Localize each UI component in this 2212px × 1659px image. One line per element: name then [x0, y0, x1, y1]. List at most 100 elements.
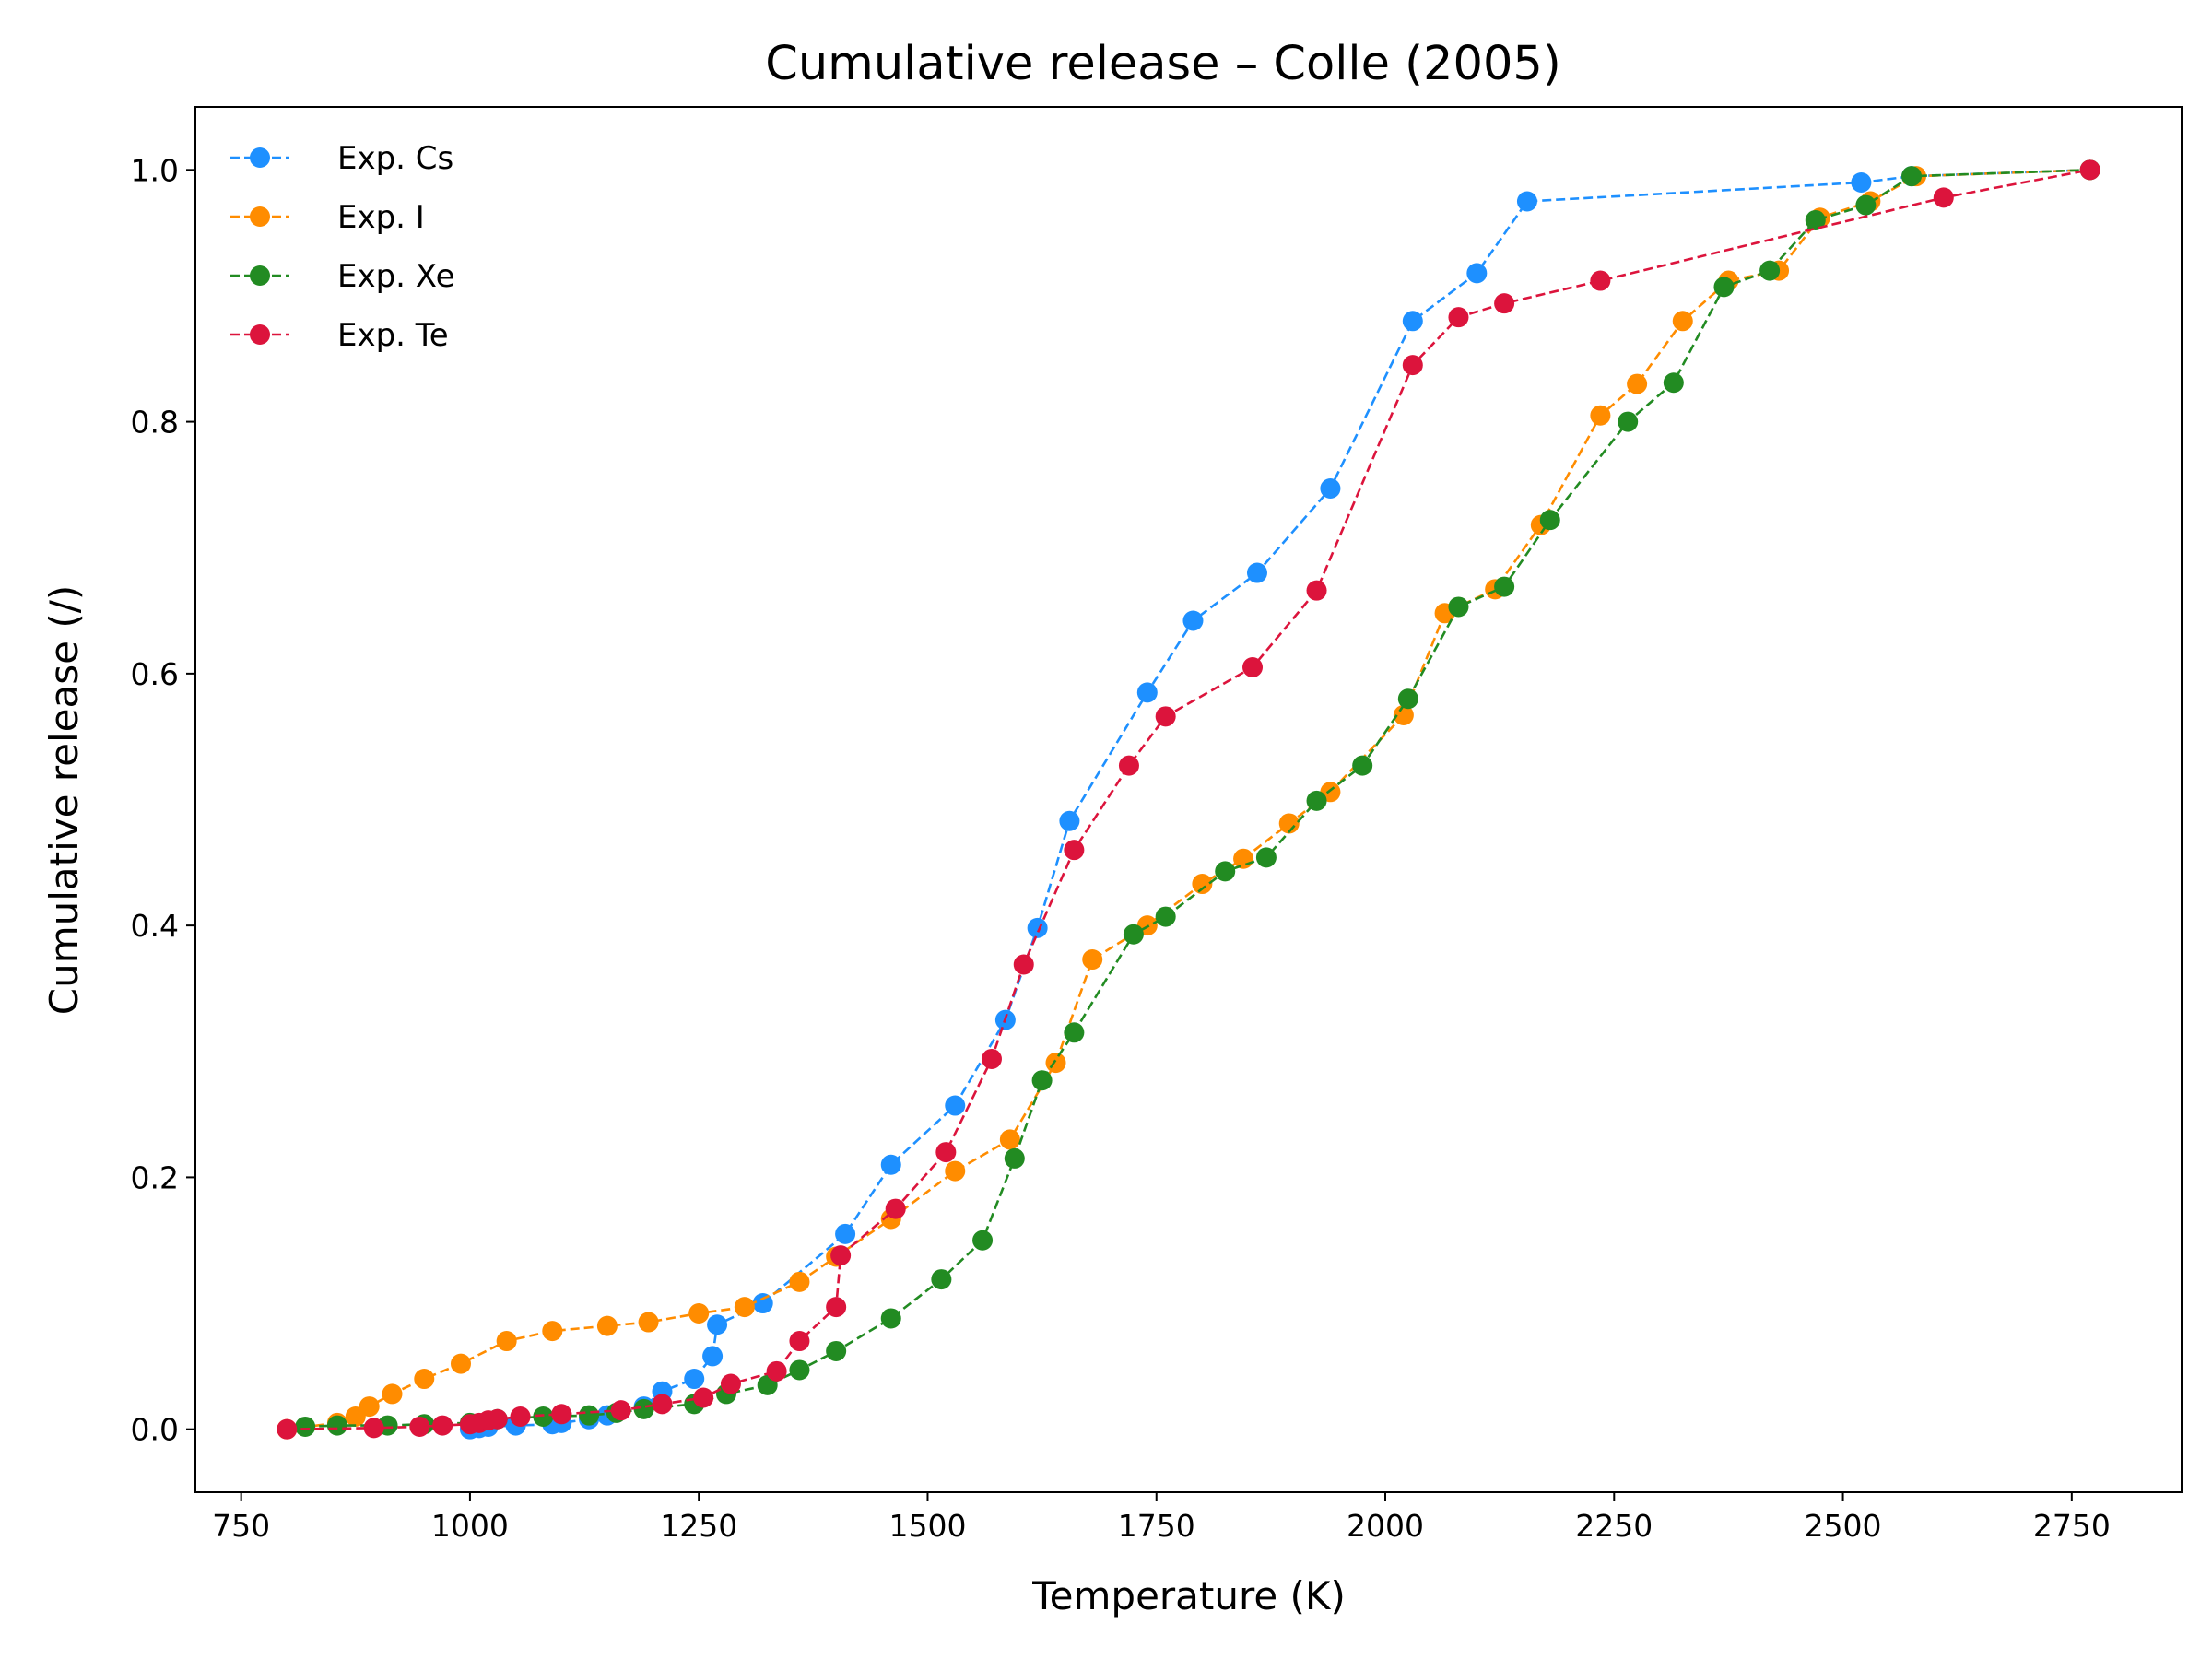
data-point	[752, 1293, 773, 1314]
legend: Exp. Cs Exp. I Exp. Xe Exp. Te	[230, 140, 454, 354]
series-layer	[276, 159, 2100, 1440]
data-point	[885, 1198, 906, 1219]
y-axis: 0.0 0.2 0.4 0.6 0.8 1.0	[131, 152, 195, 1448]
y-tick-label: 1.0	[131, 152, 179, 188]
data-point	[1059, 810, 1080, 831]
data-point	[1627, 373, 1648, 394]
data-point	[693, 1387, 714, 1408]
y-tick-label: 0.4	[131, 908, 179, 944]
data-point	[1466, 263, 1488, 284]
data-point	[2079, 159, 2100, 181]
data-point	[1539, 510, 1560, 531]
data-point	[707, 1314, 728, 1335]
x-tick-label: 1250	[660, 1508, 737, 1544]
data-point	[1397, 688, 1418, 710]
data-point	[1064, 1022, 1085, 1043]
series-exp-te	[276, 159, 2100, 1440]
data-point	[1233, 848, 1254, 869]
data-point	[734, 1297, 755, 1318]
data-point	[1901, 166, 1923, 187]
data-point	[1004, 1147, 1025, 1169]
data-point	[1713, 276, 1735, 298]
data-point	[1352, 755, 1373, 776]
data-point	[1402, 311, 1423, 332]
legend-label: Exp. I	[337, 199, 425, 236]
data-point	[1851, 171, 1872, 193]
x-tick-label: 1750	[1118, 1508, 1195, 1544]
y-tick-label: 0.6	[131, 656, 179, 692]
legend-item: Exp. I	[230, 199, 425, 236]
data-point	[720, 1373, 741, 1394]
x-tick-label: 2750	[2033, 1508, 2111, 1544]
data-point	[1064, 840, 1085, 861]
data-point	[766, 1360, 787, 1382]
data-point	[1320, 478, 1341, 500]
y-tick-label: 0.0	[131, 1412, 179, 1448]
data-point	[326, 1415, 347, 1436]
data-point	[1590, 405, 1611, 426]
data-point	[1516, 191, 1537, 212]
data-point	[688, 1302, 710, 1324]
legend-label: Exp. Cs	[337, 140, 453, 177]
x-axis: 750 1000 1250 1500 1750 2000 2250 2500 2750	[212, 1492, 2111, 1544]
x-tick-label: 2500	[1805, 1508, 1882, 1544]
x-tick-label: 750	[212, 1508, 270, 1544]
legend-marker	[250, 324, 270, 345]
data-point	[1855, 194, 1877, 216]
data-point	[414, 1369, 435, 1390]
x-tick-label: 2000	[1347, 1508, 1424, 1544]
data-point	[652, 1394, 673, 1415]
data-point	[496, 1331, 517, 1352]
plot-frame	[194, 106, 2183, 1493]
data-point	[510, 1406, 531, 1428]
x-tick-label: 1500	[888, 1508, 966, 1544]
data-point	[1402, 355, 1423, 376]
data-point	[1255, 847, 1277, 868]
data-point	[1013, 954, 1034, 975]
data-point	[1759, 260, 1781, 281]
data-point	[830, 1245, 852, 1266]
data-point	[826, 1340, 847, 1361]
legend-item: Exp. Xe	[230, 258, 454, 295]
data-point	[542, 1321, 563, 1342]
data-point	[789, 1331, 810, 1352]
data-point	[1155, 906, 1176, 927]
data-point	[1027, 917, 1048, 938]
data-point	[826, 1297, 847, 1318]
data-point	[1933, 187, 1954, 208]
data-point	[945, 1095, 966, 1116]
data-point	[1672, 311, 1693, 332]
data-point	[945, 1160, 966, 1182]
data-point	[610, 1400, 631, 1421]
x-axis-label: Temperature (K)	[1031, 1573, 1346, 1618]
data-point	[1494, 576, 1515, 597]
data-point	[931, 1269, 952, 1290]
y-axis-label: Cumulative release (/)	[41, 585, 87, 1016]
data-point	[1118, 755, 1139, 776]
chart-title: Cumulative release – Colle (2005)	[765, 37, 1561, 91]
data-point	[1306, 580, 1327, 601]
data-point	[880, 1154, 901, 1175]
data-point	[638, 1312, 659, 1333]
data-point	[633, 1398, 654, 1419]
data-point	[487, 1408, 508, 1430]
data-point	[579, 1405, 600, 1426]
data-point	[1045, 1053, 1066, 1074]
data-point	[789, 1271, 810, 1292]
legend-item: Exp. Cs	[230, 140, 453, 177]
data-point	[835, 1223, 856, 1244]
data-point	[432, 1415, 453, 1436]
legend-label: Exp. Xe	[337, 258, 454, 295]
data-point	[295, 1416, 316, 1437]
data-point	[1448, 307, 1469, 328]
data-point	[1278, 813, 1300, 834]
data-point	[1663, 372, 1684, 394]
y-tick-label: 0.2	[131, 1159, 179, 1195]
data-point	[1155, 706, 1176, 727]
legend-marker	[250, 147, 270, 168]
legend-marker	[250, 206, 270, 227]
data-point	[450, 1353, 471, 1374]
data-point	[1242, 657, 1264, 678]
